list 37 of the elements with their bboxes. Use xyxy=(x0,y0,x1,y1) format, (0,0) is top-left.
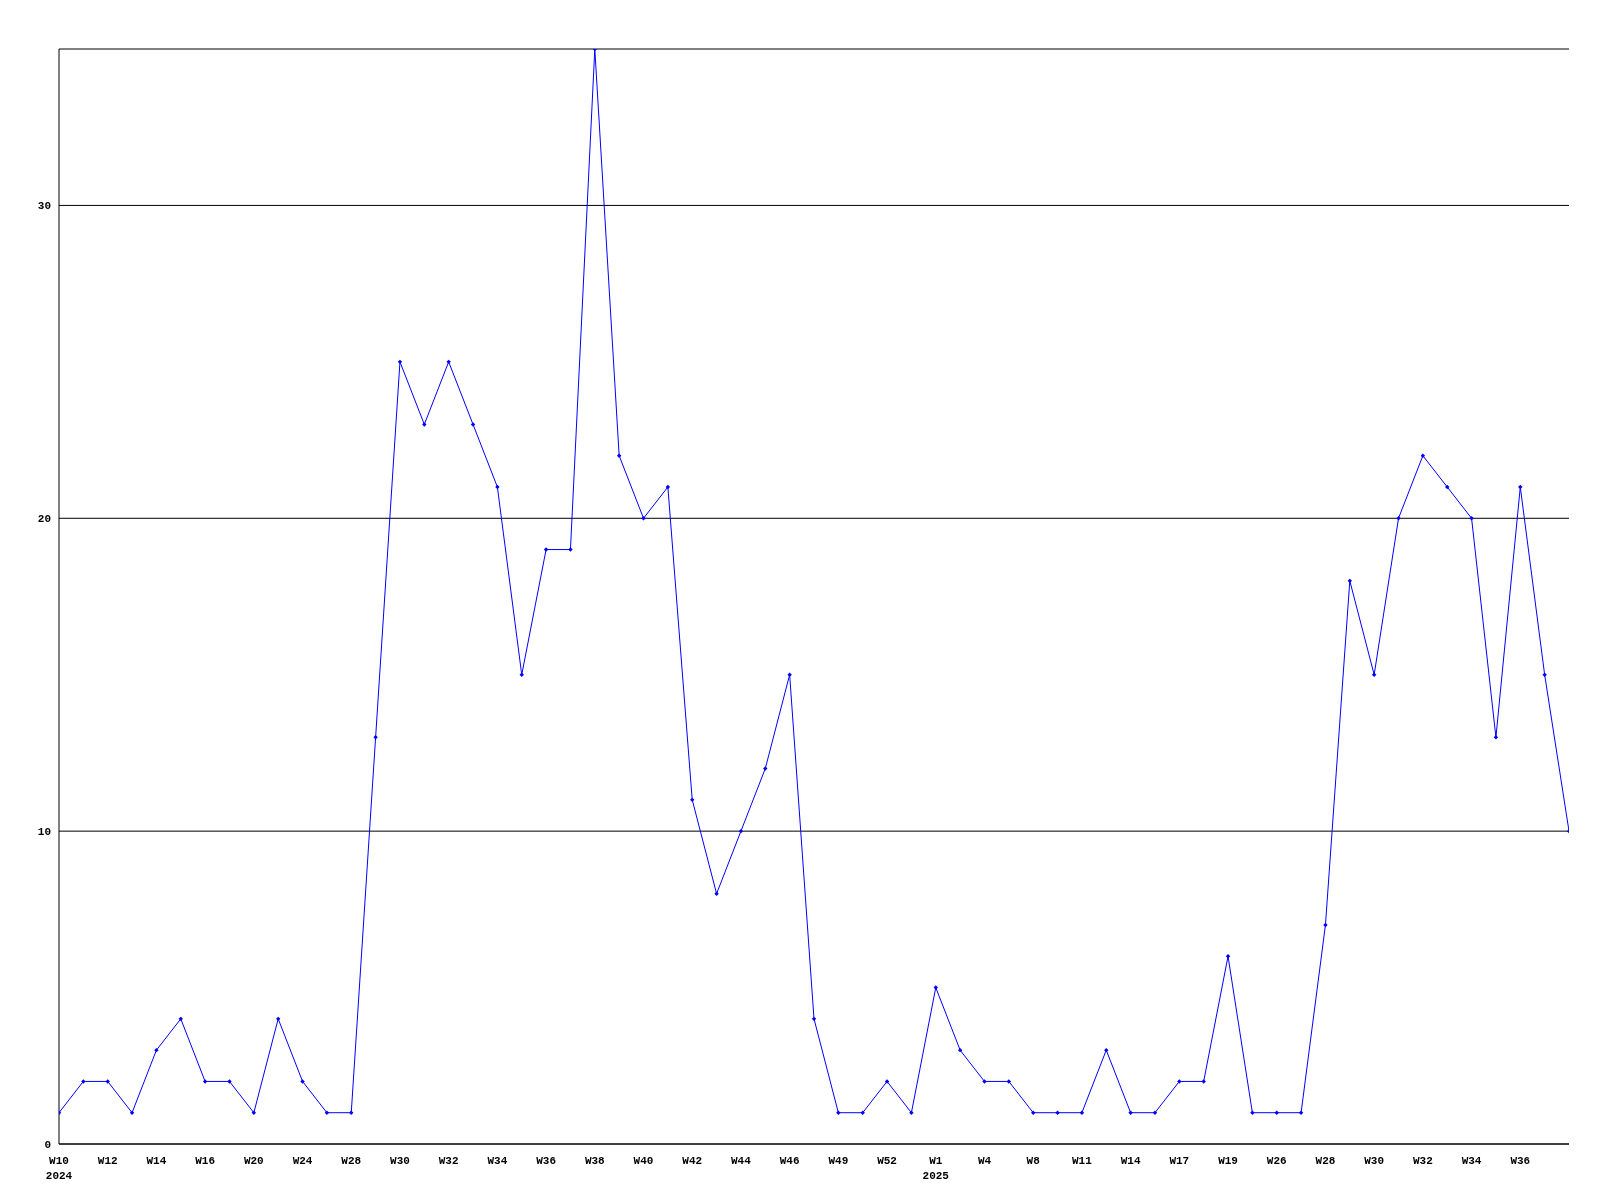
y-tick-label: 30 xyxy=(37,200,51,213)
x-tick-label: W17 xyxy=(1169,1155,1190,1167)
y-tick-label: 0 xyxy=(44,1138,51,1151)
x-tick-label: W14 xyxy=(1120,1155,1141,1167)
x-tick-label: W52 xyxy=(877,1155,897,1167)
x-tick-label: W32 xyxy=(438,1155,459,1167)
x-tick-label: W12 xyxy=(97,1155,118,1167)
x-tick-label: W28 xyxy=(1315,1155,1336,1167)
x-tick-label: W38 xyxy=(584,1155,606,1167)
x-tick-label: W11 xyxy=(1072,1155,1093,1167)
x-tick-label: W19 xyxy=(1218,1155,1238,1167)
x-tick-label: W42 xyxy=(682,1155,703,1167)
x-tick-label: W14 xyxy=(146,1155,167,1167)
x-tick-label: W16 xyxy=(195,1155,216,1167)
x-tick-label: W30 xyxy=(390,1155,410,1167)
x-tick-label: W10 xyxy=(49,1155,69,1167)
y-tick-label: 10 xyxy=(37,826,51,839)
x-tick-label: W34 xyxy=(1461,1155,1482,1167)
x-tick-label: W34 xyxy=(487,1155,508,1167)
x-tick-label: W4 xyxy=(977,1155,992,1167)
text: 2024 xyxy=(45,1170,73,1182)
x-tick-label: W8 xyxy=(1026,1155,1041,1167)
x-tick-label: W32 xyxy=(1412,1155,1433,1167)
x-tick-label: W28 xyxy=(341,1155,362,1167)
x-tick-label: W30 xyxy=(1364,1155,1385,1167)
x-tick-label: W46 xyxy=(779,1155,800,1167)
x-tick-label: W44 xyxy=(731,1155,752,1167)
y-tick-label: 20 xyxy=(37,513,51,526)
x-tick-label: W49 xyxy=(828,1155,849,1167)
x-tick-label: W36 xyxy=(1510,1155,1531,1167)
text: 2025 xyxy=(922,1170,950,1182)
x-tick-label: W1 xyxy=(929,1155,943,1167)
x-tick-label: W26 xyxy=(1266,1155,1287,1167)
x-tick-label: W20 xyxy=(243,1155,264,1167)
x-tick-label: W36 xyxy=(536,1155,556,1167)
x-tick-label: W24 xyxy=(292,1155,313,1167)
x-tick-label: W40 xyxy=(633,1155,654,1167)
